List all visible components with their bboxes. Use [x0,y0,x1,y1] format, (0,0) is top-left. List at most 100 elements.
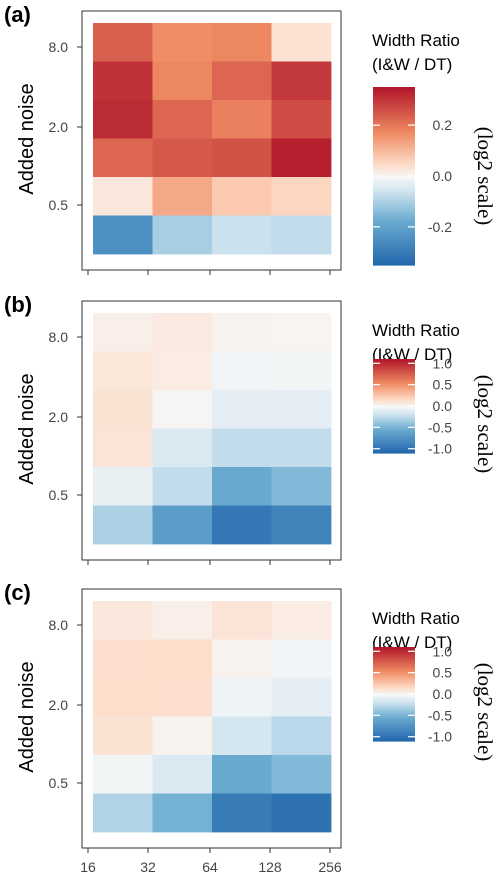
heatmap-cell [93,390,153,429]
legend-swatch [373,726,415,730]
legend-swatch [373,250,415,254]
legend-swatch [373,431,415,434]
legend-swatch [373,196,415,201]
legend-swatch [373,404,415,407]
legend-swatch [373,87,415,91]
legend-swatch [373,199,415,204]
y-tick-label: 2.0 [49,119,69,135]
x-tick-label: 16 [80,859,96,875]
legend-swatch [373,385,415,388]
y-axis-label: Added noise [16,661,38,772]
legend-title: Width Ratio [372,321,460,340]
legend-swatch [373,445,415,448]
legend-swatch [373,256,415,260]
panel-label: (b) [4,292,32,317]
legend-swatch [373,402,415,406]
legend-swatch [373,711,415,714]
legend-swatch [373,401,415,404]
legend-swatch [373,241,415,245]
legend-swatch [373,437,415,440]
legend-swatch [373,152,415,156]
legend-swatch [373,107,415,112]
legend-swatch [373,703,415,706]
legend-swatch [373,686,415,689]
heatmap-cell [152,177,213,216]
legend-swatch [373,728,415,731]
legend-swatch [373,712,415,715]
legend-swatch [373,421,415,424]
legend-tick-label: 0.5 [433,665,453,681]
heatmap-cell [152,467,213,506]
legend-swatch [373,665,415,668]
legend-swatch [373,681,415,684]
legend-swatch [373,708,415,711]
legend-swatch [373,187,415,192]
heatmap-cell [93,100,153,139]
y-tick-label: 2.0 [49,409,69,425]
heatmap-cell [271,505,332,545]
legend-swatch [373,687,415,690]
legend-swatch [373,443,415,446]
legend-swatch [373,706,415,709]
heatmap-cell [212,138,272,178]
heatmap-cell [212,177,272,216]
legend-swatch [373,214,415,219]
heatmap-cell [212,678,272,717]
legend-title: Width Ratio [372,31,460,50]
legend-swatch [373,440,415,443]
legend-swatch [373,667,415,670]
legend-title: (I&W / DT) [372,55,452,74]
heatmap-cell [152,100,213,139]
legend-swatch [373,101,415,106]
heatmap-cell [212,351,272,391]
legend-swatch [373,719,415,722]
legend-swatch [373,676,415,679]
heatmap-cell [212,23,272,62]
legend-swatch [373,211,415,216]
heatmap-cell [271,678,332,717]
heatmap-cell [152,793,213,833]
y-tick-label: 8.0 [49,329,69,345]
legend-swatch [373,661,415,664]
legend-swatch [373,116,415,121]
legend-swatch [373,670,415,673]
legend-swatch [373,720,415,723]
legend-swatch [373,134,415,139]
legend-swatch [373,415,415,418]
legend-swatch [373,178,415,183]
heatmap-cell [212,428,272,468]
legend-swatch [373,717,415,720]
legend-swatch [373,442,415,445]
legend-swatch [373,690,415,694]
heatmap-cell [212,467,272,506]
legend-swatch [373,659,415,662]
legend-swatch [373,426,415,429]
heatmap-cell [152,138,213,178]
legend-swatch [373,412,415,415]
heatmap-cell [93,793,153,833]
heatmap-cell [152,61,213,101]
legend-scale-note: (log2 scale) [473,663,496,762]
legend-swatch [373,733,415,736]
heatmap-cell [93,61,153,101]
legend-swatch [373,689,415,692]
legend-swatch [373,143,415,147]
x-tick-label: 32 [140,859,156,875]
heatmap-cell [271,138,332,178]
legend-swatch [373,137,415,141]
heatmap-cell [212,61,272,101]
legend-swatch [373,697,415,700]
legend-swatch [373,128,415,133]
legend-swatch [373,374,415,377]
x-tick-label: 128 [258,859,282,875]
legend-swatch [373,739,415,742]
legend-swatch [373,679,415,683]
heatmap-cell [152,313,213,352]
heatmap-cell [271,793,332,833]
legend-scale-note: (log2 scale) [473,127,496,226]
legend-swatch [373,382,415,385]
heatmap-cell [152,639,213,679]
legend-swatch [373,131,415,136]
legend-swatch [373,725,415,728]
